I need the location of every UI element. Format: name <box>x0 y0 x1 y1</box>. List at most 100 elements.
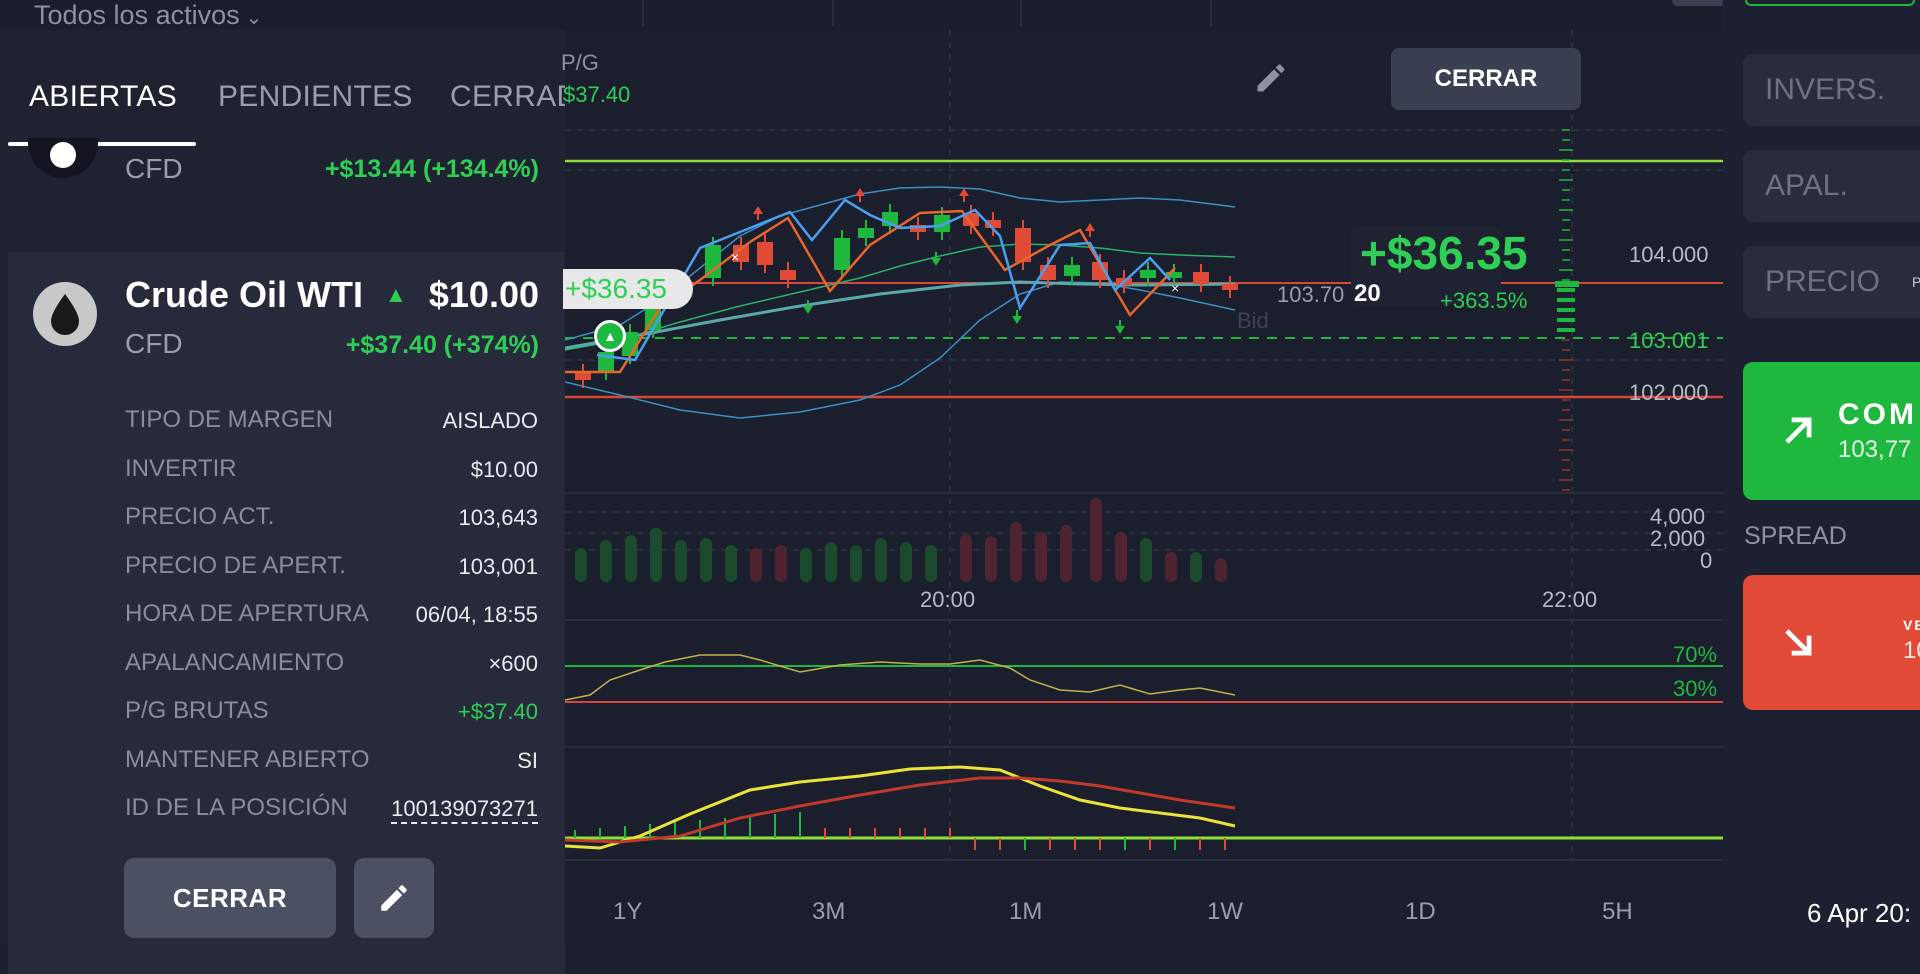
volume-series <box>575 498 1227 582</box>
divider <box>1020 0 1022 26</box>
volume-bar <box>1010 522 1022 582</box>
asset-name: Crude Oil WTI <box>125 274 363 315</box>
period-3m[interactable]: 3M <box>812 898 846 925</box>
volume-bar <box>600 540 612 582</box>
sell-button[interactable]: VEN 103 <box>1743 575 1920 710</box>
price-up-icon: ▲ <box>385 282 407 307</box>
period-1d[interactable]: 1D <box>1405 898 1436 925</box>
macd-line <box>565 765 1236 850</box>
price-ruler <box>1555 129 1579 491</box>
sell-label: VEN <box>1903 617 1920 633</box>
volume-bar <box>1115 532 1127 582</box>
volume-bar <box>725 545 737 582</box>
chart-close-button[interactable]: CERRAR <box>1391 48 1581 110</box>
rsi-line <box>565 654 1236 701</box>
volume-bar <box>1140 538 1152 582</box>
fractal-up-icon <box>855 188 865 196</box>
sell-price: 103 <box>1903 637 1920 664</box>
volume-bar <box>1190 552 1202 582</box>
arrow-up-right-icon <box>1785 417 1812 444</box>
period-1w[interactable]: 1W <box>1207 898 1243 925</box>
cross-marker-icon: × <box>1171 280 1179 296</box>
assets-filter-label: Todos los activos <box>34 0 240 30</box>
volume-bar <box>1060 525 1072 582</box>
volume-bar <box>700 538 712 582</box>
edit-position-button[interactable] <box>354 858 434 938</box>
zigzag-down <box>596 198 1171 362</box>
buy-button[interactable]: COM 103,77 <box>1743 362 1920 500</box>
candle <box>834 238 850 270</box>
detail-label: ID DE LA POSICIÓN <box>125 794 348 821</box>
pencil-icon <box>381 885 407 911</box>
divider <box>642 0 644 26</box>
big-pnl: +$36.35 <box>1360 227 1528 279</box>
volume-bar <box>875 538 887 582</box>
position-pnl: +$13.44 (+134.4%) <box>324 155 539 183</box>
buy-price: 103,77 <box>1838 436 1912 463</box>
volume-tick: 2,000 <box>1650 526 1706 551</box>
volume-bar <box>1090 498 1102 582</box>
top-tab-indicator <box>1672 0 1732 6</box>
fractal-up-icon <box>753 206 763 214</box>
close-position-button[interactable]: CERRAR <box>124 858 336 938</box>
divider <box>1210 0 1212 26</box>
spread-label: SPREAD <box>1744 522 1847 550</box>
rsi-level: 70% <box>1673 642 1718 667</box>
divider <box>832 0 834 26</box>
time-tick: 20:00 <box>920 587 976 612</box>
invest-field[interactable]: INVERS. <box>1743 54 1920 126</box>
period-5h[interactable]: 5H <box>1602 898 1633 925</box>
price-chart[interactable]: × × P/G $37.40 CERRAR +$36.35 ▲ +$36.35 +… <box>561 30 1723 944</box>
candle <box>934 215 950 232</box>
volume-bar <box>850 545 862 582</box>
pg-label: P/G <box>561 50 599 75</box>
trade-panel: INVERS. APAL. PRECIOPI COM 103,77 SPREAD… <box>1723 0 1920 944</box>
pencil-icon[interactable] <box>1253 60 1289 96</box>
fractal-down-icon <box>1012 316 1022 324</box>
oil-drop-icon <box>33 282 97 346</box>
tab-abiertas[interactable]: ABIERTAS <box>29 80 178 113</box>
volume-bar <box>925 545 937 582</box>
volume-bar <box>1215 558 1227 582</box>
fractal-up-icon <box>1085 223 1095 231</box>
volume-bar <box>900 542 912 582</box>
candle <box>910 225 926 232</box>
price-tick: 104.000 <box>1629 242 1709 267</box>
position-pnl: +$37.40 (+374%) <box>345 331 539 359</box>
position-item-previous[interactable]: CFD +$13.44 (+134.4%) <box>0 138 565 220</box>
candle <box>733 245 749 262</box>
candle <box>780 270 796 280</box>
buy-marker-icon: ▲ <box>594 320 626 352</box>
pnl-pill: +$36.35 <box>563 269 693 309</box>
top-button-edge[interactable] <box>1745 0 1915 6</box>
active-tab-indicator <box>8 142 196 146</box>
tab-pendientes[interactable]: PENDIENTES <box>218 80 413 113</box>
detail-value: SI <box>517 747 538 773</box>
leverage-field[interactable]: APAL. <box>1743 150 1920 222</box>
period-1m[interactable]: 1M <box>1009 898 1043 925</box>
price-field[interactable]: PRECIOPI <box>1743 246 1920 318</box>
top-bar <box>0 0 1920 30</box>
arrow-down-right-icon <box>1785 629 1812 656</box>
volume-bar <box>800 548 812 582</box>
candle <box>1092 262 1108 280</box>
detail-label: MANTENER ABIERTO <box>125 745 370 773</box>
position-id-link[interactable]: 100139073271 <box>391 796 538 824</box>
volume-bar <box>650 528 662 582</box>
bollinger-lower <box>565 281 1236 419</box>
macd-signal <box>565 776 1236 844</box>
candle <box>1193 272 1209 284</box>
candle <box>1140 270 1156 278</box>
current-price-label: 103.70 <box>1277 282 1345 307</box>
time-tick: 22:00 <box>1542 587 1598 612</box>
candle <box>705 245 721 278</box>
pnl-badge-bg <box>1351 226 1501 306</box>
detail-label: TIPO DE MARGEN <box>125 406 334 433</box>
volume-bar <box>825 542 837 582</box>
detail-value: 103,001 <box>458 553 538 579</box>
assets-filter-dropdown[interactable]: Todos los activos ⌄ <box>34 0 262 31</box>
detail-value: $10.00 <box>470 456 538 482</box>
datetime-label: 6 Apr 20: <box>1807 898 1912 928</box>
tab-cerradas[interactable]: CERRADAS <box>450 80 565 113</box>
period-1y[interactable]: 1Y <box>613 898 643 925</box>
